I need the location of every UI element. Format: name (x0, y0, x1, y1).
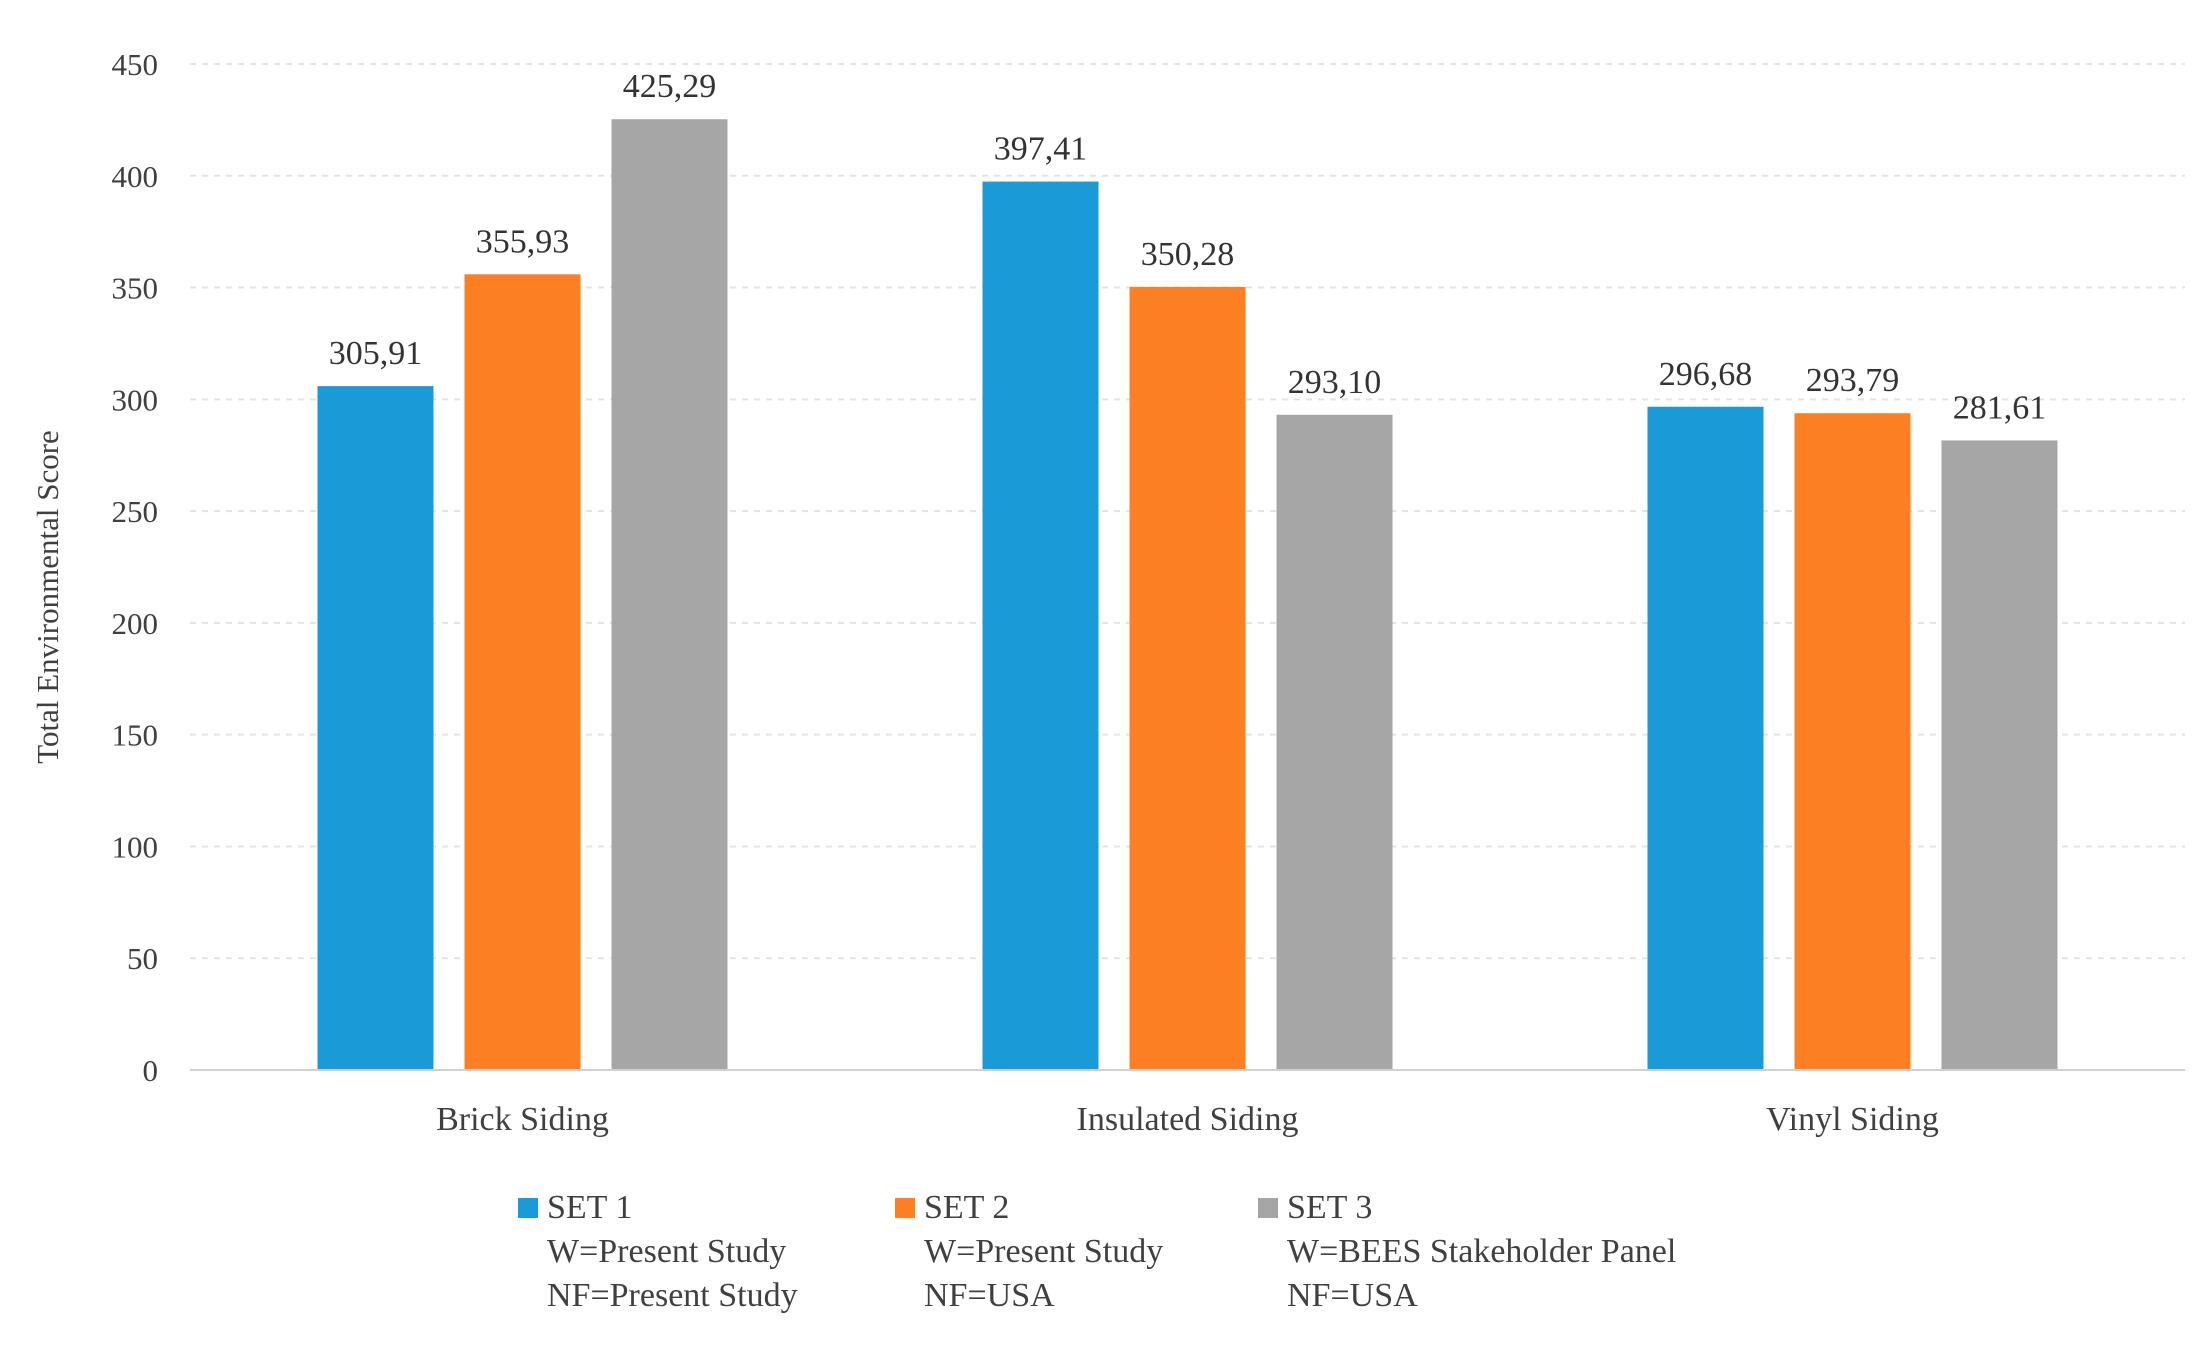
legend-series-name: SET 1 (547, 1189, 632, 1226)
bar-set-2-2 (1794, 413, 1911, 1070)
legend-item-set-1: SET 1 W=Present Study NF=Present Study (518, 1189, 798, 1314)
legend-detail-line: NF=USA (924, 1277, 1055, 1314)
y-tick-label: 100 (112, 829, 159, 864)
legend-item-set-3: SET 3 W=BEES Stakeholder Panel NF=USA (1258, 1189, 1676, 1314)
x-category-label: Insulated Siding (1077, 1101, 1299, 1138)
x-category-label: Vinyl Siding (1766, 1101, 1939, 1138)
legend-swatch (1258, 1198, 1278, 1218)
legend-detail-line: NF=USA (1287, 1277, 1418, 1314)
data-label: 281,61 (1953, 389, 2047, 426)
data-label: 397,41 (994, 131, 1088, 168)
y-tick-label: 50 (127, 941, 158, 976)
legend-swatch (518, 1198, 538, 1218)
data-label: 425,29 (623, 68, 717, 105)
data-label: 296,68 (1659, 356, 1753, 393)
legend-item-set-2: SET 2 W=Present Study NF=USA (895, 1189, 1163, 1314)
bar-set-1-1 (982, 181, 1099, 1070)
y-tick-label: 150 (112, 718, 159, 753)
y-axis-ticks: 0 50 100 150 200 250 300 350 400 450 (112, 47, 159, 1088)
x-axis-categories: Brick Siding Insulated Siding Vinyl Siding (436, 1101, 1939, 1138)
bar-set-3-0 (611, 119, 728, 1070)
data-label: 293,10 (1288, 364, 1382, 401)
legend-series-name: SET 2 (924, 1189, 1009, 1226)
legend-detail-line: W=Present Study (924, 1233, 1163, 1270)
legend-detail-line: NF=Present Study (547, 1277, 798, 1314)
y-tick-label: 350 (112, 271, 159, 306)
bar-set-3-1 (1276, 414, 1393, 1070)
bar-set-1-2 (1647, 406, 1764, 1070)
legend-detail-line: W=Present Study (547, 1233, 786, 1270)
data-label: 350,28 (1141, 236, 1235, 273)
y-tick-label: 400 (112, 159, 159, 194)
data-label: 305,91 (329, 335, 423, 372)
bars (317, 119, 2058, 1071)
x-category-label: Brick Siding (436, 1101, 609, 1138)
data-label: 355,93 (476, 223, 570, 260)
y-axis-title: Total Environmental Score (30, 430, 65, 764)
y-tick-label: 0 (143, 1053, 159, 1088)
y-tick-label: 250 (112, 494, 159, 529)
data-labels: 305,91 355,93 425,29 397,41 350,28 293,10 296,… (329, 68, 2047, 426)
bar-set-3-2 (1941, 440, 2058, 1070)
bar-set-1-0 (317, 386, 434, 1070)
legend-series-name: SET 3 (1287, 1189, 1372, 1226)
y-tick-label: 200 (112, 606, 159, 641)
legend-detail-line: W=BEES Stakeholder Panel (1287, 1233, 1676, 1270)
y-tick-label: 450 (112, 47, 159, 82)
bar-set-2-1 (1129, 286, 1246, 1071)
bar-set-2-0 (464, 274, 581, 1070)
data-label: 293,79 (1806, 362, 1900, 399)
y-tick-label: 300 (112, 382, 159, 417)
legend-swatch (895, 1198, 915, 1218)
